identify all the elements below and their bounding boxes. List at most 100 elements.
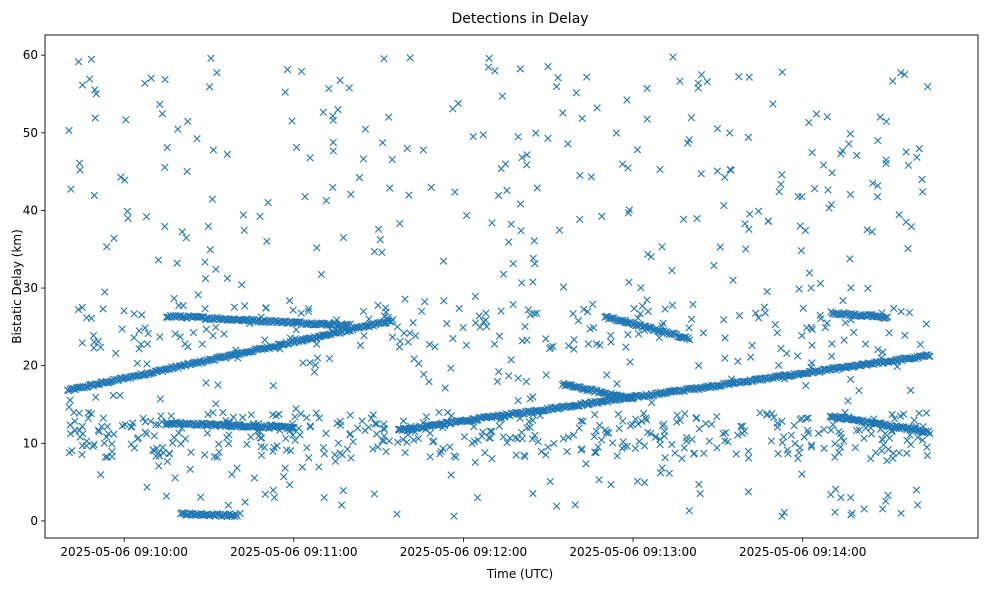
- data-point: [658, 321, 666, 330]
- data-point: [91, 114, 99, 122]
- data-point: [531, 259, 539, 268]
- data-point: [474, 436, 482, 444]
- data-point: [202, 325, 211, 333]
- data-point: [763, 287, 771, 296]
- data-point: [161, 75, 169, 84]
- data-point: [882, 159, 890, 168]
- data-point: [329, 183, 337, 192]
- data-point: [888, 427, 896, 436]
- data-point: [443, 319, 451, 328]
- data-point: [120, 307, 128, 315]
- data-point: [882, 497, 890, 505]
- data-point: [163, 457, 172, 466]
- data-point: [780, 433, 788, 441]
- data-point: [597, 436, 606, 444]
- data-point: [476, 323, 484, 331]
- data-point: [112, 349, 120, 357]
- data-point: [687, 114, 696, 122]
- data-point: [319, 443, 328, 452]
- data-point: [638, 302, 647, 310]
- data-point: [152, 420, 160, 429]
- data-point: [269, 486, 277, 494]
- data-point: [421, 297, 429, 306]
- data-point: [853, 151, 861, 160]
- data-point: [213, 453, 222, 461]
- data-point: [479, 131, 487, 139]
- data-point: [528, 435, 537, 443]
- data-point: [861, 340, 870, 348]
- data-point: [269, 381, 277, 390]
- data-point: [754, 207, 763, 215]
- data-point: [741, 219, 749, 228]
- data-point: [621, 316, 630, 325]
- data-point: [78, 422, 87, 431]
- data-point: [279, 472, 288, 481]
- data-point: [823, 113, 831, 121]
- data-point: [798, 331, 806, 340]
- data-point: [888, 426, 896, 435]
- data-point: [281, 317, 289, 326]
- data-point: [803, 426, 812, 435]
- data-point: [903, 449, 911, 457]
- data-point: [526, 423, 534, 432]
- data-point: [76, 166, 84, 174]
- data-point: [503, 186, 511, 195]
- data-point: [288, 117, 296, 125]
- data-point: [892, 424, 901, 433]
- y-tick-label: 30: [23, 281, 38, 295]
- data-point: [694, 84, 702, 92]
- data-point: [837, 493, 845, 502]
- data-point: [313, 354, 322, 362]
- data-point: [885, 329, 893, 337]
- data-point: [514, 374, 522, 382]
- data-point: [564, 433, 573, 441]
- data-point: [592, 427, 600, 435]
- data-point: [808, 325, 816, 334]
- data-point: [203, 429, 212, 437]
- data-point: [233, 464, 241, 472]
- data-point: [803, 324, 811, 332]
- data-point: [787, 431, 796, 440]
- data-point: [240, 302, 249, 310]
- data-point: [358, 417, 366, 425]
- data-point: [447, 471, 455, 479]
- data-point: [403, 438, 411, 446]
- data-point: [147, 74, 155, 82]
- data-point: [410, 355, 418, 363]
- data-point: [256, 212, 264, 221]
- data-point: [329, 147, 337, 155]
- data-point: [212, 265, 220, 274]
- data-point: [406, 54, 414, 62]
- data-point: [760, 303, 769, 311]
- data-point: [872, 448, 880, 457]
- data-point: [916, 340, 925, 349]
- data-point: [479, 317, 488, 326]
- data-point: [564, 140, 572, 148]
- data-point: [563, 447, 571, 456]
- data-point: [517, 428, 526, 437]
- data-point: [285, 296, 294, 305]
- data-point: [514, 133, 522, 141]
- data-point: [353, 424, 362, 432]
- x-tick-label: 2025-05-06 09:11:00: [230, 545, 357, 559]
- data-point: [165, 450, 174, 458]
- data-point: [569, 309, 577, 318]
- data-point: [874, 136, 882, 145]
- data-point: [783, 349, 791, 358]
- data-point: [590, 432, 599, 441]
- data-point: [852, 426, 861, 435]
- data-point: [902, 148, 910, 156]
- data-point: [95, 428, 103, 436]
- data-point: [878, 447, 886, 455]
- data-point: [196, 493, 205, 501]
- data-point: [668, 301, 677, 309]
- data-point: [839, 296, 847, 305]
- data-point: [729, 276, 737, 284]
- data-point: [102, 433, 111, 441]
- data-point: [224, 439, 233, 448]
- data-point: [298, 463, 306, 471]
- data-point: [827, 352, 836, 360]
- data-point: [320, 493, 328, 502]
- data-point: [315, 463, 323, 471]
- data-point: [633, 146, 642, 154]
